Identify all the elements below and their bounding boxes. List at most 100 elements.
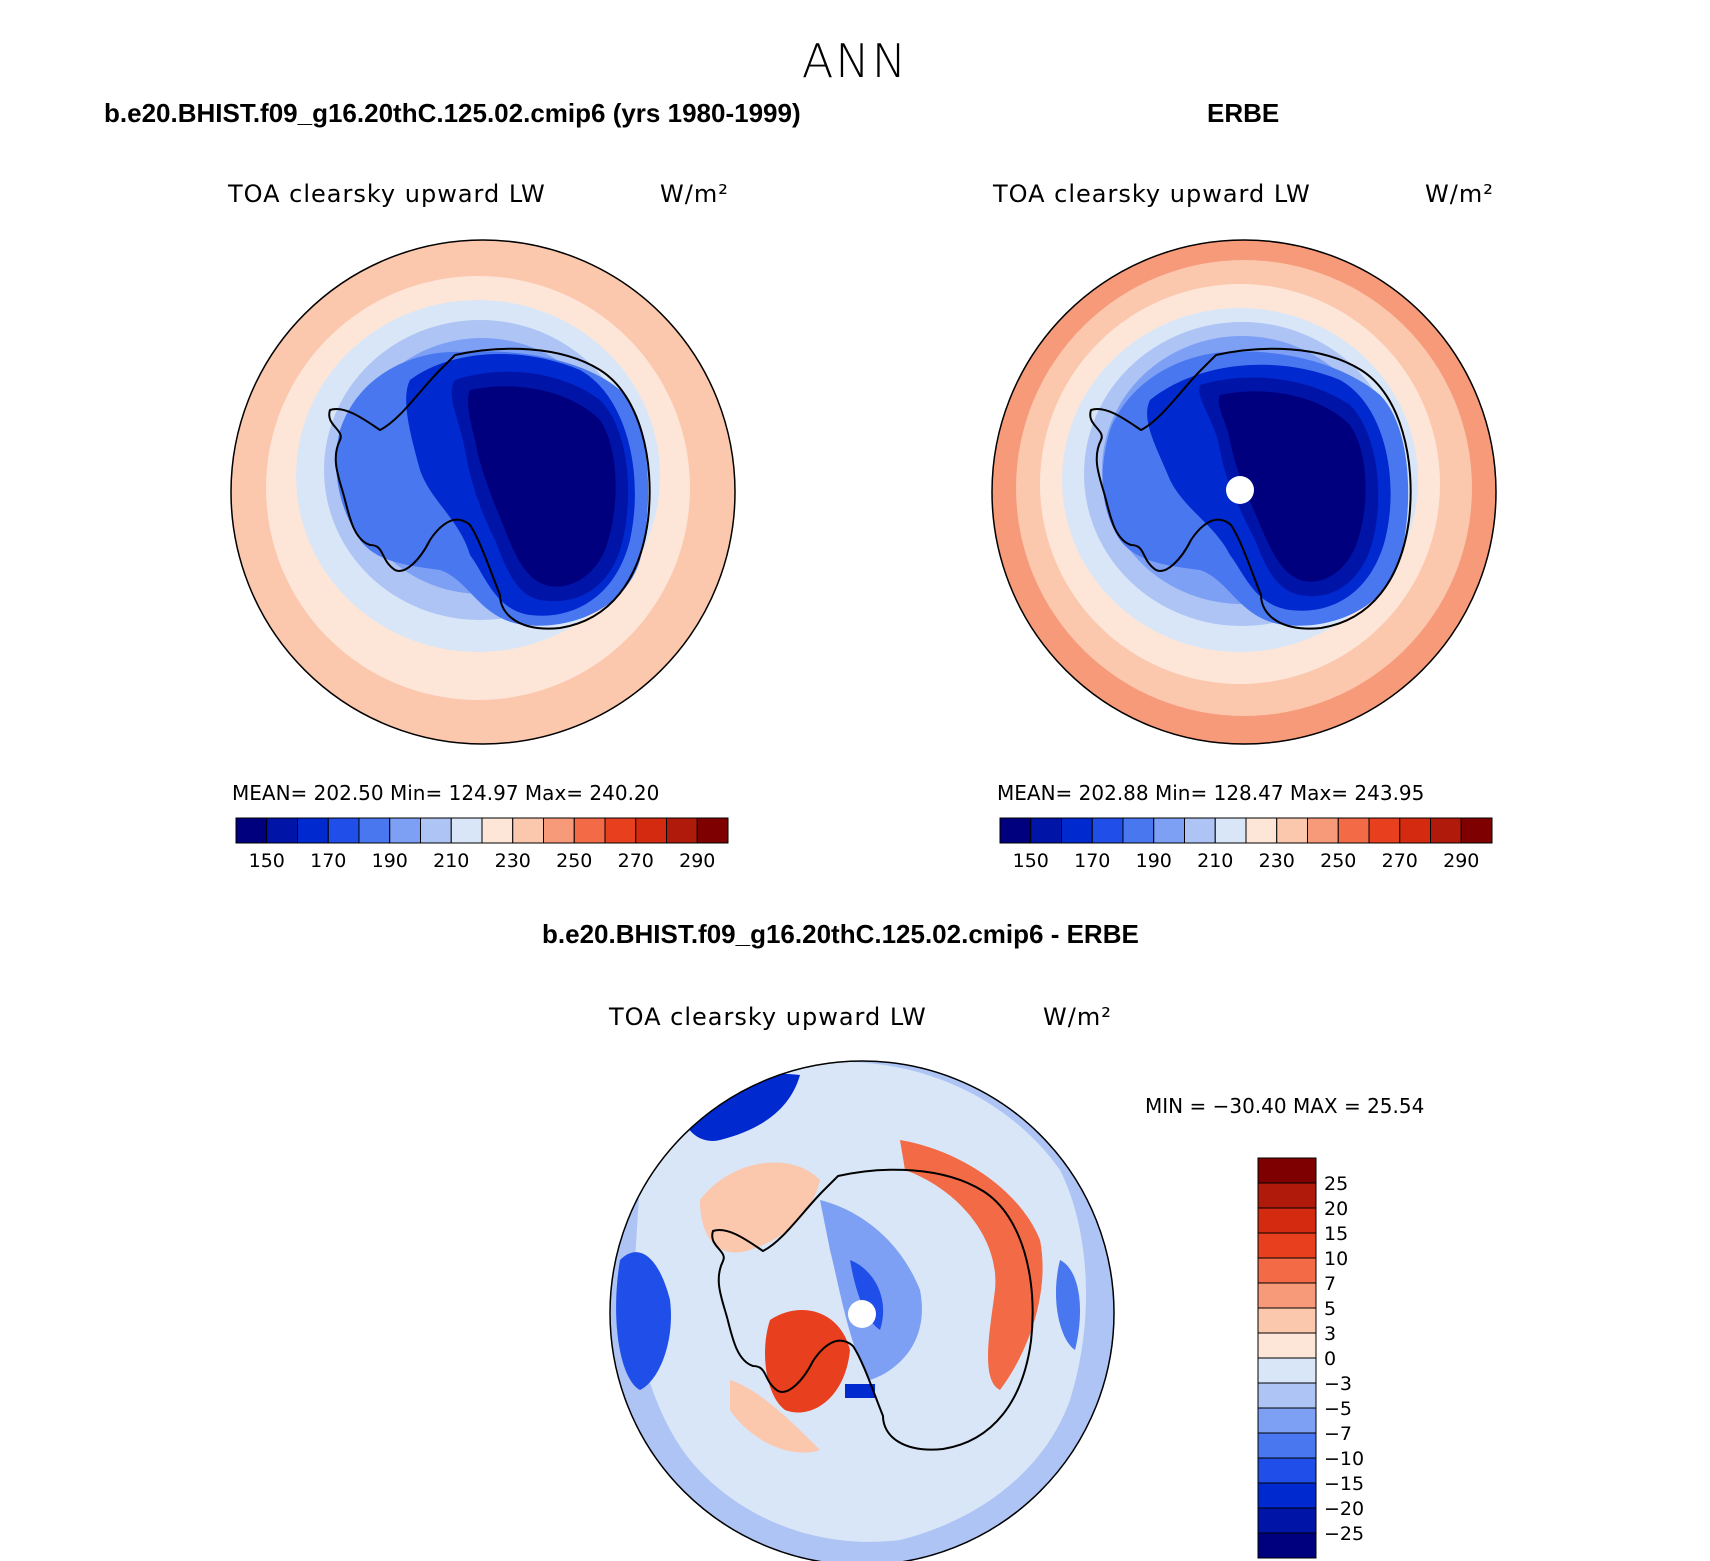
- panel1-colorbar-swatch: [358, 817, 391, 844]
- panel3-subtitle: TOA clearsky upward LW: [609, 1003, 927, 1031]
- panel3-colorbar-tick-label: 5: [1324, 1298, 1336, 1320]
- panel3-colorbar-swatch: [1257, 1332, 1317, 1359]
- panel3-colorbar-tick-label: −3: [1324, 1373, 1352, 1395]
- panel3-colorbar-swatch: [1257, 1232, 1317, 1259]
- panel3-colorbar-swatch: [1257, 1507, 1317, 1534]
- panel3-colorbar-swatch: [1257, 1482, 1317, 1509]
- panel2-colorbar-swatch: [1184, 817, 1216, 844]
- panel3-colorbar-tick-label: −15: [1324, 1473, 1364, 1495]
- panel1-colorbar-swatch: [481, 817, 514, 844]
- figure-title: ANN: [801, 34, 909, 88]
- panel2-map-border: [991, 239, 1497, 745]
- panel1-colorbar-swatch: [635, 817, 667, 844]
- panel3-header: b.e20.BHIST.f09_g16.20thC.125.02.cmip6 -…: [542, 919, 1139, 949]
- panel3-colorbar-tick-label: 25: [1324, 1173, 1348, 1195]
- panel2-subtitle: TOA clearsky upward LW: [993, 180, 1311, 208]
- panel2-units: W/m²: [1425, 180, 1494, 208]
- panel3-colorbar-tick-label: 20: [1324, 1198, 1348, 1220]
- panel1-colorbar-tick-label: 150: [249, 850, 285, 872]
- panel2-colorbar-swatch: [1276, 817, 1308, 844]
- panel2-map: [992, 240, 1496, 744]
- panel3-colorbar: 25 20 15 10 7 5 3 0 −3 −5 −7 −10 −15 −20 −25: [1257, 1157, 1364, 1559]
- panel2-colorbar-swatch: [1245, 817, 1278, 844]
- panel1-colorbar-swatch: [696, 817, 729, 844]
- panel3-colorbar-swatch: [1257, 1282, 1317, 1309]
- panel2-stats: MEAN= 202.88 Min= 128.47 Max= 243.95: [997, 781, 1425, 805]
- panel1-colorbar-swatch: [543, 817, 575, 844]
- panel3-colorbar-swatch: [1257, 1407, 1317, 1434]
- panel3-colorbar-swatch: [1257, 1207, 1317, 1234]
- panel1-colorbar-swatch: [420, 817, 452, 844]
- panel2-colorbar-swatch: [1153, 817, 1185, 844]
- panel1-units: W/m²: [660, 180, 729, 208]
- panel3-map-border: [609, 1060, 1115, 1561]
- panel2-colorbar-swatch: [1460, 817, 1493, 844]
- panel2-colorbar-swatch: [1061, 817, 1093, 844]
- panel2-colorbar-swatch: [999, 817, 1032, 844]
- panel2-colorbar-tick-label: 150: [1013, 850, 1049, 872]
- panel3-colorbar-tick-label: −10: [1324, 1448, 1364, 1470]
- panel2-colorbar: 150 170 190 210 230 250 270 290: [999, 817, 1493, 872]
- panel3-colorbar-swatch: [1257, 1357, 1317, 1384]
- panel3-colorbar-tick-label: 0: [1324, 1348, 1336, 1370]
- panel2-colorbar-swatch: [1030, 817, 1062, 844]
- panel3-colorbar-tick-label: −20: [1324, 1498, 1364, 1520]
- panel1-colorbar-tick-label: 230: [495, 850, 531, 872]
- panel1-colorbar-tick-label: 190: [372, 850, 408, 872]
- panel2-colorbar-swatch: [1399, 817, 1431, 844]
- panel3-colorbar-tick-label: 7: [1324, 1273, 1336, 1295]
- panel1-colorbar-swatch: [450, 817, 483, 844]
- panel3-colorbar-tick-label: 15: [1324, 1223, 1348, 1245]
- panel3-colorbar-swatch: [1257, 1457, 1317, 1484]
- panel3-colorbar-swatch: [1257, 1532, 1317, 1559]
- panel2-colorbar-tick-label: 290: [1443, 850, 1479, 872]
- panel1-header: b.e20.BHIST.f09_g16.20thC.125.02.cmip6 (…: [104, 98, 801, 128]
- panel3-colorbar-tick-label: −25: [1324, 1523, 1364, 1545]
- panel3-units: W/m²: [1043, 1003, 1112, 1031]
- panel1-colorbar-tick-label: 250: [556, 850, 592, 872]
- panel1-colorbar-swatch: [512, 817, 544, 844]
- panel2-colorbar-swatch: [1430, 817, 1462, 844]
- panel3-colorbar-swatch: [1257, 1157, 1317, 1184]
- panel1-colorbar-swatch: [327, 817, 360, 844]
- panel3-colorbar-tick-label: 3: [1324, 1323, 1336, 1345]
- panel1-stats: MEAN= 202.50 Min= 124.97 Max= 240.20: [232, 781, 660, 805]
- panel2-colorbar-tick-label: 250: [1320, 850, 1356, 872]
- panel1-subtitle: TOA clearsky upward LW: [228, 180, 546, 208]
- panel1-colorbar-swatch: [604, 817, 637, 844]
- panel1-colorbar-tick-label: 290: [679, 850, 715, 872]
- panel1-colorbar-swatch: [389, 817, 421, 844]
- panel3-map: [610, 1061, 1114, 1561]
- panel3-stats: MIN = −30.40 MAX = 25.54: [1145, 1094, 1425, 1118]
- panel2-colorbar-swatch: [1368, 817, 1401, 844]
- panel2-colorbar-tick-label: 270: [1382, 850, 1418, 872]
- panel2-colorbar-swatch: [1122, 817, 1155, 844]
- panel1-colorbar-tick-label: 170: [310, 850, 346, 872]
- panel2-colorbar-swatch: [1337, 817, 1370, 844]
- panel2-colorbar-tick-label: 210: [1197, 850, 1233, 872]
- panel2-colorbar-tick-label: 170: [1074, 850, 1110, 872]
- panel1-colorbar-swatch: [297, 817, 329, 844]
- panel1-colorbar-swatch: [666, 817, 698, 844]
- panel3-colorbar-swatch: [1257, 1432, 1317, 1459]
- panel3-colorbar-tick-label: 10: [1324, 1248, 1348, 1270]
- panel1-colorbar-swatch: [573, 817, 606, 844]
- panel1-map-border: [230, 239, 736, 745]
- panel2-colorbar-swatch: [1091, 817, 1124, 844]
- panel3-colorbar-swatch: [1257, 1182, 1317, 1209]
- panel3-colorbar-swatch: [1257, 1307, 1317, 1334]
- panel1-colorbar-tick-label: 270: [618, 850, 654, 872]
- panel1-colorbar: 150 170 190 210 230 250 270 290: [235, 817, 729, 872]
- panel3-colorbar-tick-label: −5: [1324, 1398, 1352, 1420]
- panel2-header: ERBE: [1207, 98, 1280, 128]
- panel3-colorbar-swatch: [1257, 1257, 1317, 1284]
- panel2-colorbar-swatch: [1307, 817, 1339, 844]
- panel3-colorbar-tick-label: −7: [1324, 1423, 1352, 1445]
- panel2-colorbar-swatch: [1214, 817, 1247, 844]
- panel1-colorbar-tick-label: 210: [433, 850, 469, 872]
- panel3-colorbar-swatch: [1257, 1382, 1317, 1409]
- panel2-colorbar-tick-label: 230: [1259, 850, 1295, 872]
- panel2-colorbar-tick-label: 190: [1136, 850, 1172, 872]
- panel1-map: [231, 240, 735, 744]
